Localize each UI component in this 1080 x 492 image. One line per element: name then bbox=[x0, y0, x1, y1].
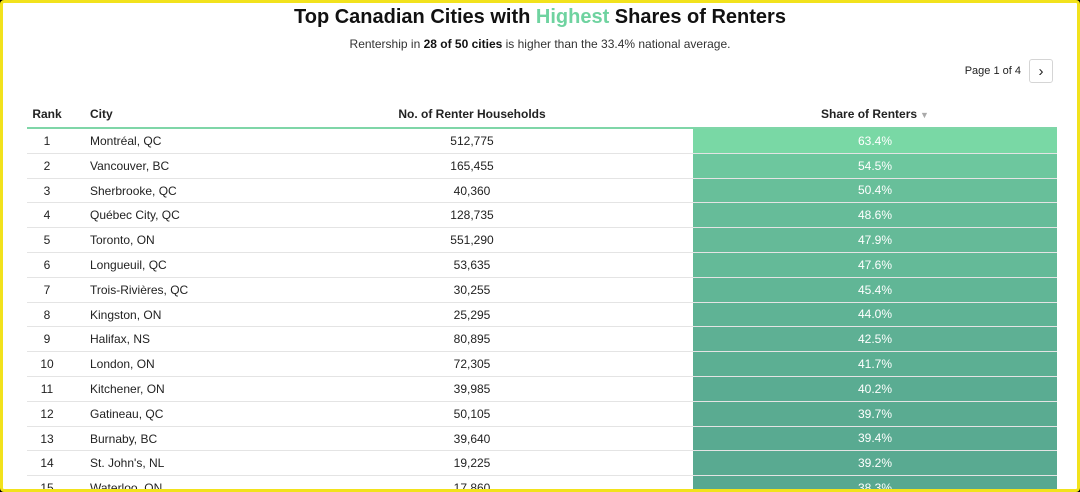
page-indicator: Page 1 of 4 bbox=[964, 65, 1021, 77]
city-cell: Montréal, QC bbox=[90, 134, 162, 148]
rank-cell: 2 bbox=[43, 158, 51, 173]
rank-cell: 5 bbox=[43, 233, 51, 248]
households-cell: 39,985 bbox=[453, 381, 491, 396]
households-cell: 53,635 bbox=[453, 257, 491, 272]
households-cell: 39,640 bbox=[453, 431, 491, 446]
share-cell: 39.2% bbox=[693, 451, 1057, 476]
rank-cell: 8 bbox=[43, 307, 51, 322]
column-header-city[interactable]: City bbox=[90, 107, 113, 121]
chart-subtitle: Rentership in 28 of 50 cities is higher … bbox=[3, 37, 1077, 51]
share-cell: 42.5% bbox=[693, 327, 1057, 352]
households-cell: 19,225 bbox=[453, 456, 491, 471]
title-text-end: Shares of Renters bbox=[609, 6, 786, 28]
share-cell: 44.0% bbox=[693, 302, 1057, 327]
rank-cell: 14 bbox=[40, 456, 54, 471]
city-cell: Vancouver, BC bbox=[90, 158, 170, 173]
subtitle-text-end: is higher than the 33.4% national averag… bbox=[502, 37, 731, 51]
pagination: Page 1 of 4 › bbox=[965, 59, 1053, 83]
sort-down-icon: ▼ bbox=[920, 110, 929, 120]
households-cell: 40,360 bbox=[453, 183, 491, 198]
share-cell: 63.4% bbox=[693, 129, 1057, 153]
column-header-rank[interactable]: Rank bbox=[32, 107, 62, 121]
share-cell: 48.6% bbox=[693, 203, 1057, 228]
households-cell: 512,775 bbox=[450, 134, 494, 148]
city-cell: Kingston, ON bbox=[90, 307, 162, 322]
table-row: 8 Kingston, ON 25,295 44.0% bbox=[27, 302, 1057, 328]
table-row: 11 Kitchener, ON 39,985 40.2% bbox=[27, 376, 1057, 402]
households-cell: 17,860 bbox=[453, 481, 491, 492]
rank-cell: 12 bbox=[40, 406, 54, 421]
city-cell: London, ON bbox=[90, 357, 155, 372]
share-cell: 38.3% bbox=[693, 476, 1057, 489]
city-cell: Sherbrooke, QC bbox=[90, 183, 177, 198]
city-cell: St. John's, NL bbox=[90, 456, 165, 471]
rank-cell: 9 bbox=[43, 332, 51, 347]
rank-cell: 10 bbox=[40, 357, 54, 372]
table-row: 13 Burnaby, BC 39,640 39.4% bbox=[27, 426, 1057, 452]
table-row: 15 Waterloo, ON 17,860 38.3% bbox=[27, 476, 1057, 492]
share-cell: 45.4% bbox=[693, 277, 1057, 302]
city-cell: Longueuil, QC bbox=[90, 257, 167, 272]
subtitle-text: Rentership in bbox=[349, 37, 424, 51]
households-cell: 30,255 bbox=[453, 282, 491, 297]
share-cell: 47.9% bbox=[693, 228, 1057, 252]
share-cell: 47.6% bbox=[693, 252, 1057, 277]
rank-cell: 13 bbox=[40, 431, 54, 446]
title-text: Top Canadian Cities with bbox=[294, 6, 536, 28]
table-body: 1 Montréal, QC 512,775 63.4% 2 Vancouver, BC 1… bbox=[27, 129, 1057, 492]
table-row: 7 Trois-Rivières, QC 30,255 45.4% bbox=[27, 277, 1057, 303]
rank-cell: 7 bbox=[43, 282, 51, 297]
rank-cell: 3 bbox=[43, 183, 51, 198]
rank-cell: 6 bbox=[43, 257, 51, 272]
table-row: 5 Toronto, ON 551,290 47.9% bbox=[27, 228, 1057, 253]
chart-title: Top Canadian Cities with Highest Shares … bbox=[3, 6, 1077, 29]
households-cell: 25,295 bbox=[453, 307, 491, 322]
share-cell: 41.7% bbox=[693, 352, 1057, 376]
households-cell: 72,305 bbox=[453, 357, 491, 372]
next-page-button[interactable]: › bbox=[1029, 59, 1053, 83]
households-cell: 80,895 bbox=[453, 332, 491, 347]
share-cell: 39.7% bbox=[693, 401, 1057, 426]
share-cell: 39.4% bbox=[693, 426, 1057, 451]
households-cell: 50,105 bbox=[453, 406, 491, 421]
column-header-households[interactable]: No. of Renter Households bbox=[398, 107, 546, 121]
subtitle-bold: 28 of 50 cities bbox=[423, 37, 503, 51]
rank-cell: 1 bbox=[43, 134, 51, 148]
city-cell: Québec City, QC bbox=[90, 208, 180, 223]
city-cell: Kitchener, ON bbox=[90, 381, 165, 396]
table-row: 6 Longueuil, QC 53,635 47.6% bbox=[27, 252, 1057, 278]
city-cell: Gatineau, QC bbox=[90, 406, 164, 421]
column-header-share-label: Share of Renters bbox=[821, 107, 918, 121]
table-row: 3 Sherbrooke, QC 40,360 50.4% bbox=[27, 178, 1057, 204]
table-row: 9 Halifax, NS 80,895 42.5% bbox=[27, 327, 1057, 353]
rank-cell: 15 bbox=[40, 481, 54, 492]
table-row: 12 Gatineau, QC 50,105 39.7% bbox=[27, 401, 1057, 427]
city-cell: Toronto, ON bbox=[90, 233, 155, 248]
rank-cell: 4 bbox=[43, 208, 51, 223]
share-cell: 50.4% bbox=[693, 178, 1057, 203]
rank-cell: 11 bbox=[40, 381, 54, 396]
table-row: 1 Montréal, QC 512,775 63.4% bbox=[27, 129, 1057, 154]
table-row: 2 Vancouver, BC 165,455 54.5% bbox=[27, 153, 1057, 179]
city-cell: Waterloo, ON bbox=[90, 481, 163, 492]
title-highlight: Highest bbox=[535, 6, 610, 28]
table-header: Rank City No. of Renter Households Share… bbox=[27, 101, 1057, 129]
table-row: 4 Québec City, QC 128,735 48.6% bbox=[27, 203, 1057, 229]
city-cell: Trois-Rivières, QC bbox=[90, 282, 189, 297]
households-cell: 551,290 bbox=[450, 233, 494, 248]
table-row: 14 St. John's, NL 19,225 39.2% bbox=[27, 451, 1057, 477]
column-header-share[interactable]: Share of Renters ▼ bbox=[693, 107, 1057, 121]
city-cell: Burnaby, BC bbox=[90, 431, 158, 446]
share-cell: 40.2% bbox=[693, 376, 1057, 401]
share-cell: 54.5% bbox=[693, 153, 1057, 178]
households-cell: 128,735 bbox=[450, 208, 494, 223]
city-cell: Halifax, NS bbox=[90, 332, 151, 347]
chevron-right-icon: › bbox=[1038, 62, 1044, 80]
households-cell: 165,455 bbox=[450, 158, 494, 173]
table-row: 10 London, ON 72,305 41.7% bbox=[27, 352, 1057, 377]
